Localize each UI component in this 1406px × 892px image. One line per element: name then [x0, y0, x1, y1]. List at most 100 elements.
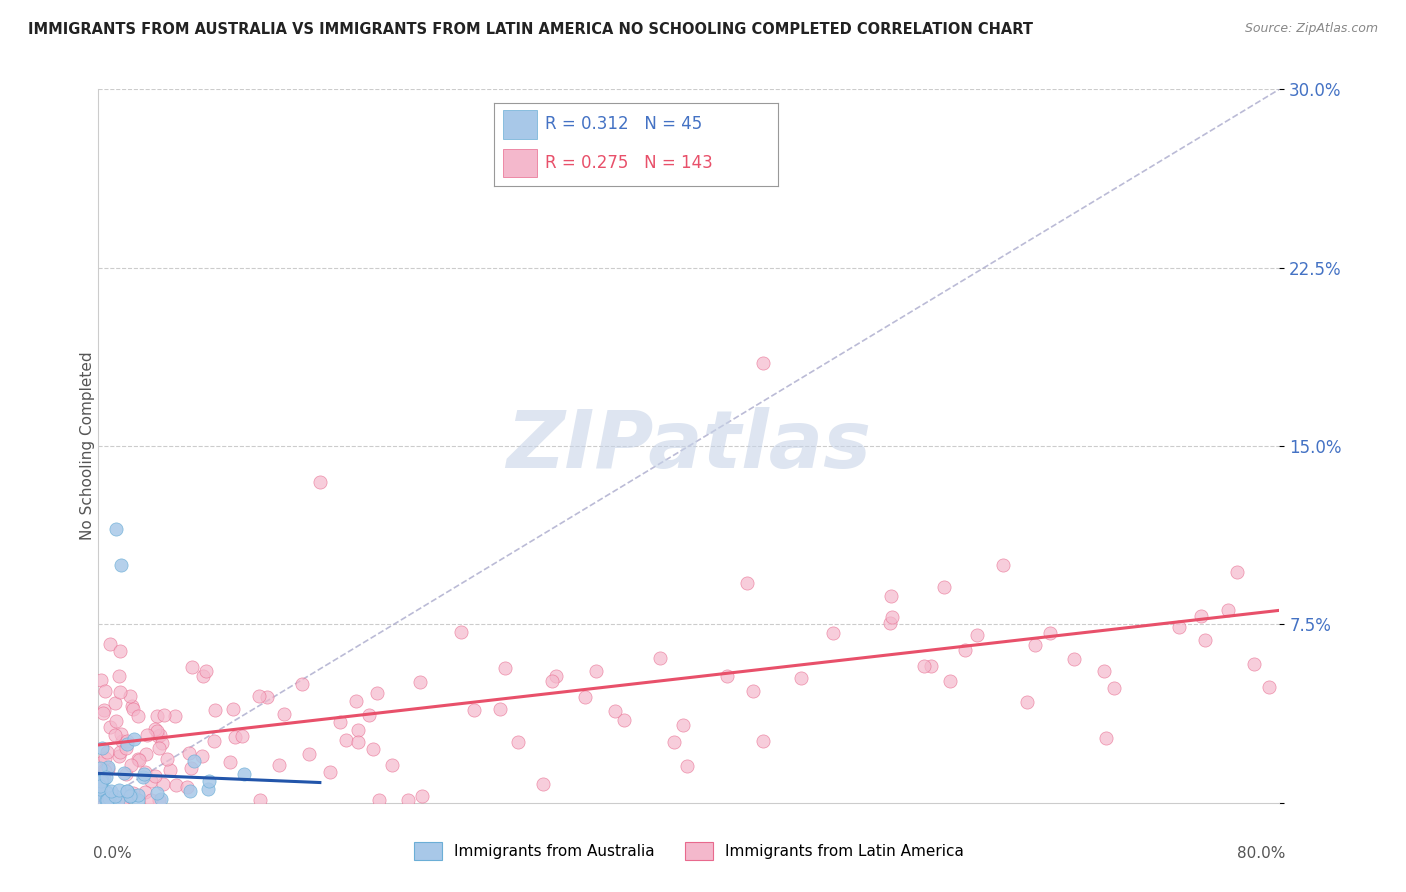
Point	[141, 773, 163, 788]
Point	[531, 777, 554, 791]
Point	[134, 764, 156, 779]
Point	[156, 752, 179, 766]
Point	[574, 690, 596, 704]
Point	[180, 761, 202, 775]
Point	[790, 671, 813, 685]
Point	[648, 651, 671, 665]
Point	[1226, 566, 1249, 580]
Text: 0.0%: 0.0%	[93, 846, 131, 861]
Point	[122, 786, 145, 800]
Point	[1092, 665, 1115, 679]
Point	[94, 764, 117, 779]
Point	[127, 789, 149, 803]
Point	[108, 644, 131, 658]
Point	[939, 673, 962, 688]
Point	[120, 758, 142, 772]
Point	[920, 658, 942, 673]
Point	[1104, 681, 1126, 695]
Point	[91, 773, 114, 788]
Point	[179, 746, 201, 760]
Point	[181, 660, 204, 674]
Point	[90, 793, 112, 807]
Point	[153, 708, 176, 723]
Point	[121, 698, 143, 713]
Point	[146, 729, 169, 743]
Point	[165, 708, 187, 723]
Point	[97, 793, 120, 807]
Point	[107, 748, 129, 763]
Point	[202, 733, 225, 747]
Point	[94, 684, 117, 698]
Point	[115, 737, 138, 751]
Point	[1191, 608, 1213, 623]
Point	[735, 576, 758, 591]
Point	[94, 770, 117, 784]
Point	[104, 789, 127, 803]
Point	[115, 783, 138, 797]
Point	[146, 724, 169, 739]
Point	[118, 690, 141, 704]
Point	[97, 760, 120, 774]
Point	[613, 713, 636, 727]
Point	[879, 615, 901, 630]
Point	[1243, 657, 1265, 671]
Point	[204, 702, 226, 716]
Point	[108, 745, 131, 759]
Point	[89, 673, 111, 688]
Point	[96, 793, 118, 807]
Point	[411, 789, 433, 803]
Point	[195, 665, 218, 679]
Point	[179, 784, 201, 798]
Point	[381, 758, 404, 772]
Point	[335, 733, 357, 747]
Point	[108, 669, 131, 683]
Point	[494, 661, 516, 675]
Point	[93, 704, 115, 718]
Point	[716, 668, 738, 682]
Point	[148, 793, 170, 807]
Point	[190, 749, 212, 764]
Point	[231, 730, 253, 744]
Text: 80.0%: 80.0%	[1237, 846, 1285, 861]
Point	[143, 769, 166, 783]
Point	[318, 765, 340, 780]
Point	[880, 590, 903, 604]
Point	[150, 792, 173, 806]
Point	[361, 742, 384, 756]
Point	[89, 761, 111, 775]
Point	[107, 793, 129, 807]
Point	[152, 777, 174, 791]
Point	[135, 747, 157, 762]
Point	[176, 780, 198, 795]
Point	[103, 792, 125, 806]
Point	[146, 709, 169, 723]
Point	[89, 777, 111, 791]
Point	[368, 793, 391, 807]
Point	[752, 734, 775, 748]
Point	[120, 789, 142, 803]
Point	[291, 677, 314, 691]
Point	[90, 773, 112, 788]
Point	[1168, 620, 1191, 634]
Point	[139, 793, 162, 807]
Point	[953, 642, 976, 657]
Point	[585, 665, 607, 679]
Point	[273, 707, 295, 722]
Point	[1257, 681, 1279, 695]
Point	[183, 754, 205, 768]
Point	[94, 751, 117, 765]
Point	[541, 674, 564, 689]
Point	[1063, 652, 1085, 666]
Point	[249, 793, 271, 807]
Point	[463, 703, 485, 717]
Point	[297, 747, 319, 761]
Point	[146, 786, 169, 800]
Point	[96, 785, 118, 799]
Point	[751, 356, 773, 370]
Point	[98, 637, 121, 651]
Point	[366, 686, 388, 700]
Point	[150, 736, 173, 750]
Point	[741, 683, 763, 698]
Point	[1017, 695, 1039, 709]
Point	[132, 770, 155, 784]
